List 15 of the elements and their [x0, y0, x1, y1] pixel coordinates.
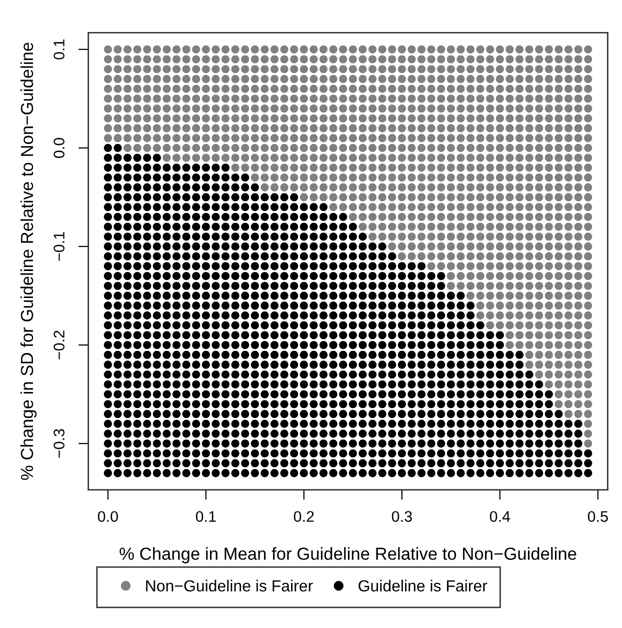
x-tick-label: 0.1: [196, 511, 216, 522]
y-tick-label: 0.1: [54, 40, 64, 60]
y-tick-label: −0.2: [54, 330, 64, 360]
x-axis-title: % Change in Mean for Guideline Relative to Non−Guideline: [120, 547, 576, 564]
x-tick-label: 0.4: [490, 511, 510, 522]
x-tick-label: 0.2: [294, 511, 314, 522]
y-tick-label: −0.1: [54, 232, 64, 261]
y-tick-label: 0.0: [54, 138, 64, 158]
y-tick-label: −0.3: [54, 429, 64, 458]
x-tick-label: 0.5: [588, 511, 608, 522]
legend-label: Non−Guideline is Fairer: [146, 580, 313, 592]
x-tick-label: 0.3: [392, 511, 412, 522]
x-tick-label: 0.0: [98, 511, 118, 522]
legend-label: Guideline is Fairer: [358, 580, 488, 592]
y-axis-title: % Change in SD for Guideline Relative to Non−Guideline: [20, 42, 37, 480]
